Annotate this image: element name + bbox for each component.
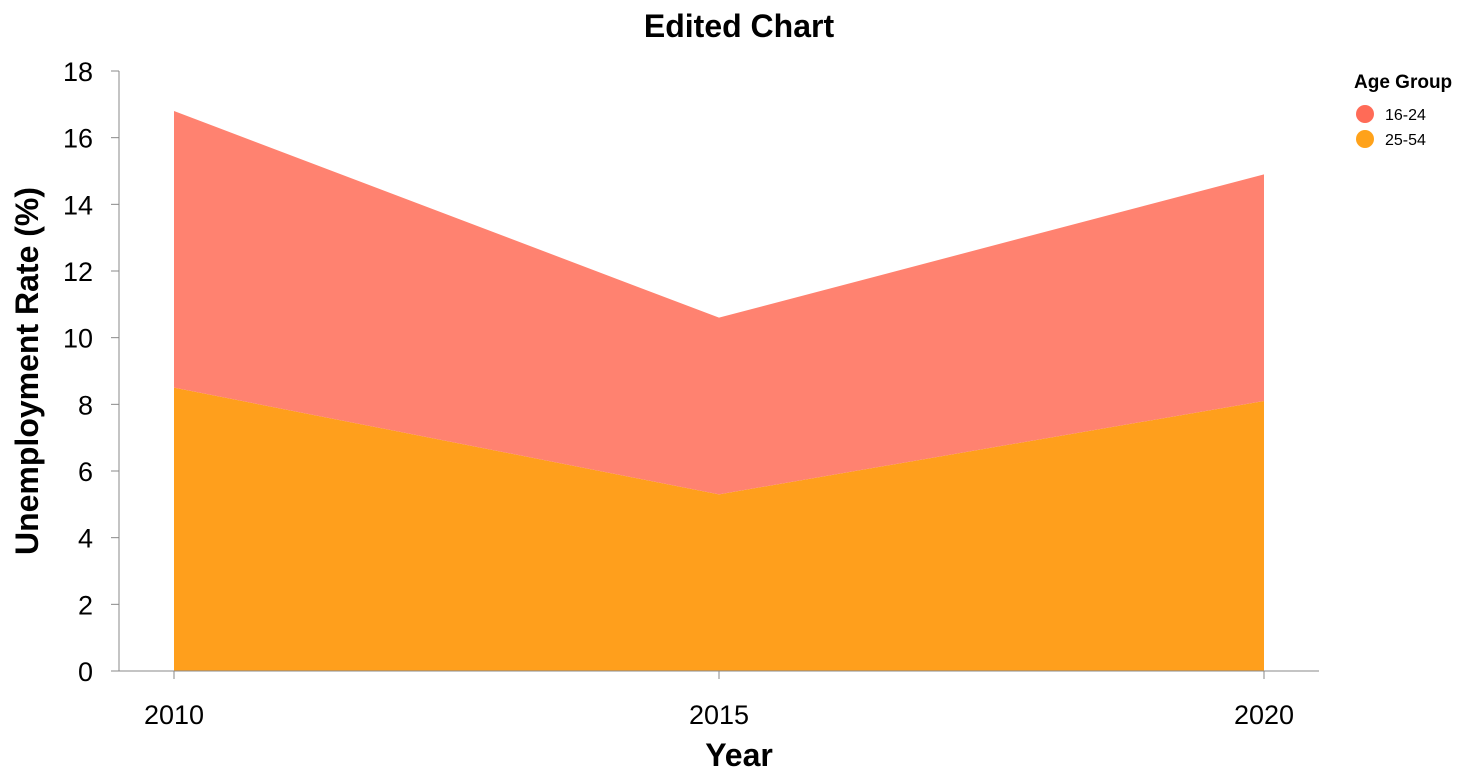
x-tick-label: 2010: [144, 700, 204, 730]
legend: Age Group 16-24 25-54: [1354, 72, 1452, 149]
area-series-25-54: [174, 387, 1264, 671]
chart-title: Edited Chart: [644, 8, 835, 44]
plot-area: [174, 111, 1264, 671]
legend-title: Age Group: [1354, 72, 1452, 93]
y-tick-label: 10: [63, 324, 93, 354]
x-axis: 2010 2015 2020: [119, 670, 1319, 730]
y-tick-label: 0: [78, 657, 93, 687]
y-axis: 0 2 4 6 8 10 12 14 16 18: [63, 57, 120, 687]
y-tick-label: 16: [63, 124, 93, 154]
y-tick-label: 2: [78, 590, 93, 620]
legend-items: 16-24 25-54: [1356, 105, 1426, 149]
y-axis-title: Unemployment Rate (%): [9, 187, 45, 555]
legend-label-16-24: 16-24: [1385, 107, 1426, 124]
y-tick-label: 6: [78, 457, 93, 487]
y-tick-label: 4: [78, 524, 93, 554]
y-tick-label: 8: [78, 390, 93, 420]
x-axis-title: Year: [705, 737, 773, 773]
y-tick-label: 12: [63, 257, 93, 287]
x-tick-label: 2015: [689, 700, 749, 730]
area-layer: [174, 111, 1264, 671]
y-tick-label: 14: [63, 190, 93, 220]
area-series-16-24: [174, 111, 1264, 495]
y-tick-label: 18: [63, 57, 93, 87]
legend-swatch-25-54: [1356, 130, 1374, 148]
x-tick-label: 2020: [1234, 700, 1294, 730]
legend-label-25-54: 25-54: [1385, 132, 1426, 149]
legend-swatch-16-24: [1356, 105, 1374, 123]
